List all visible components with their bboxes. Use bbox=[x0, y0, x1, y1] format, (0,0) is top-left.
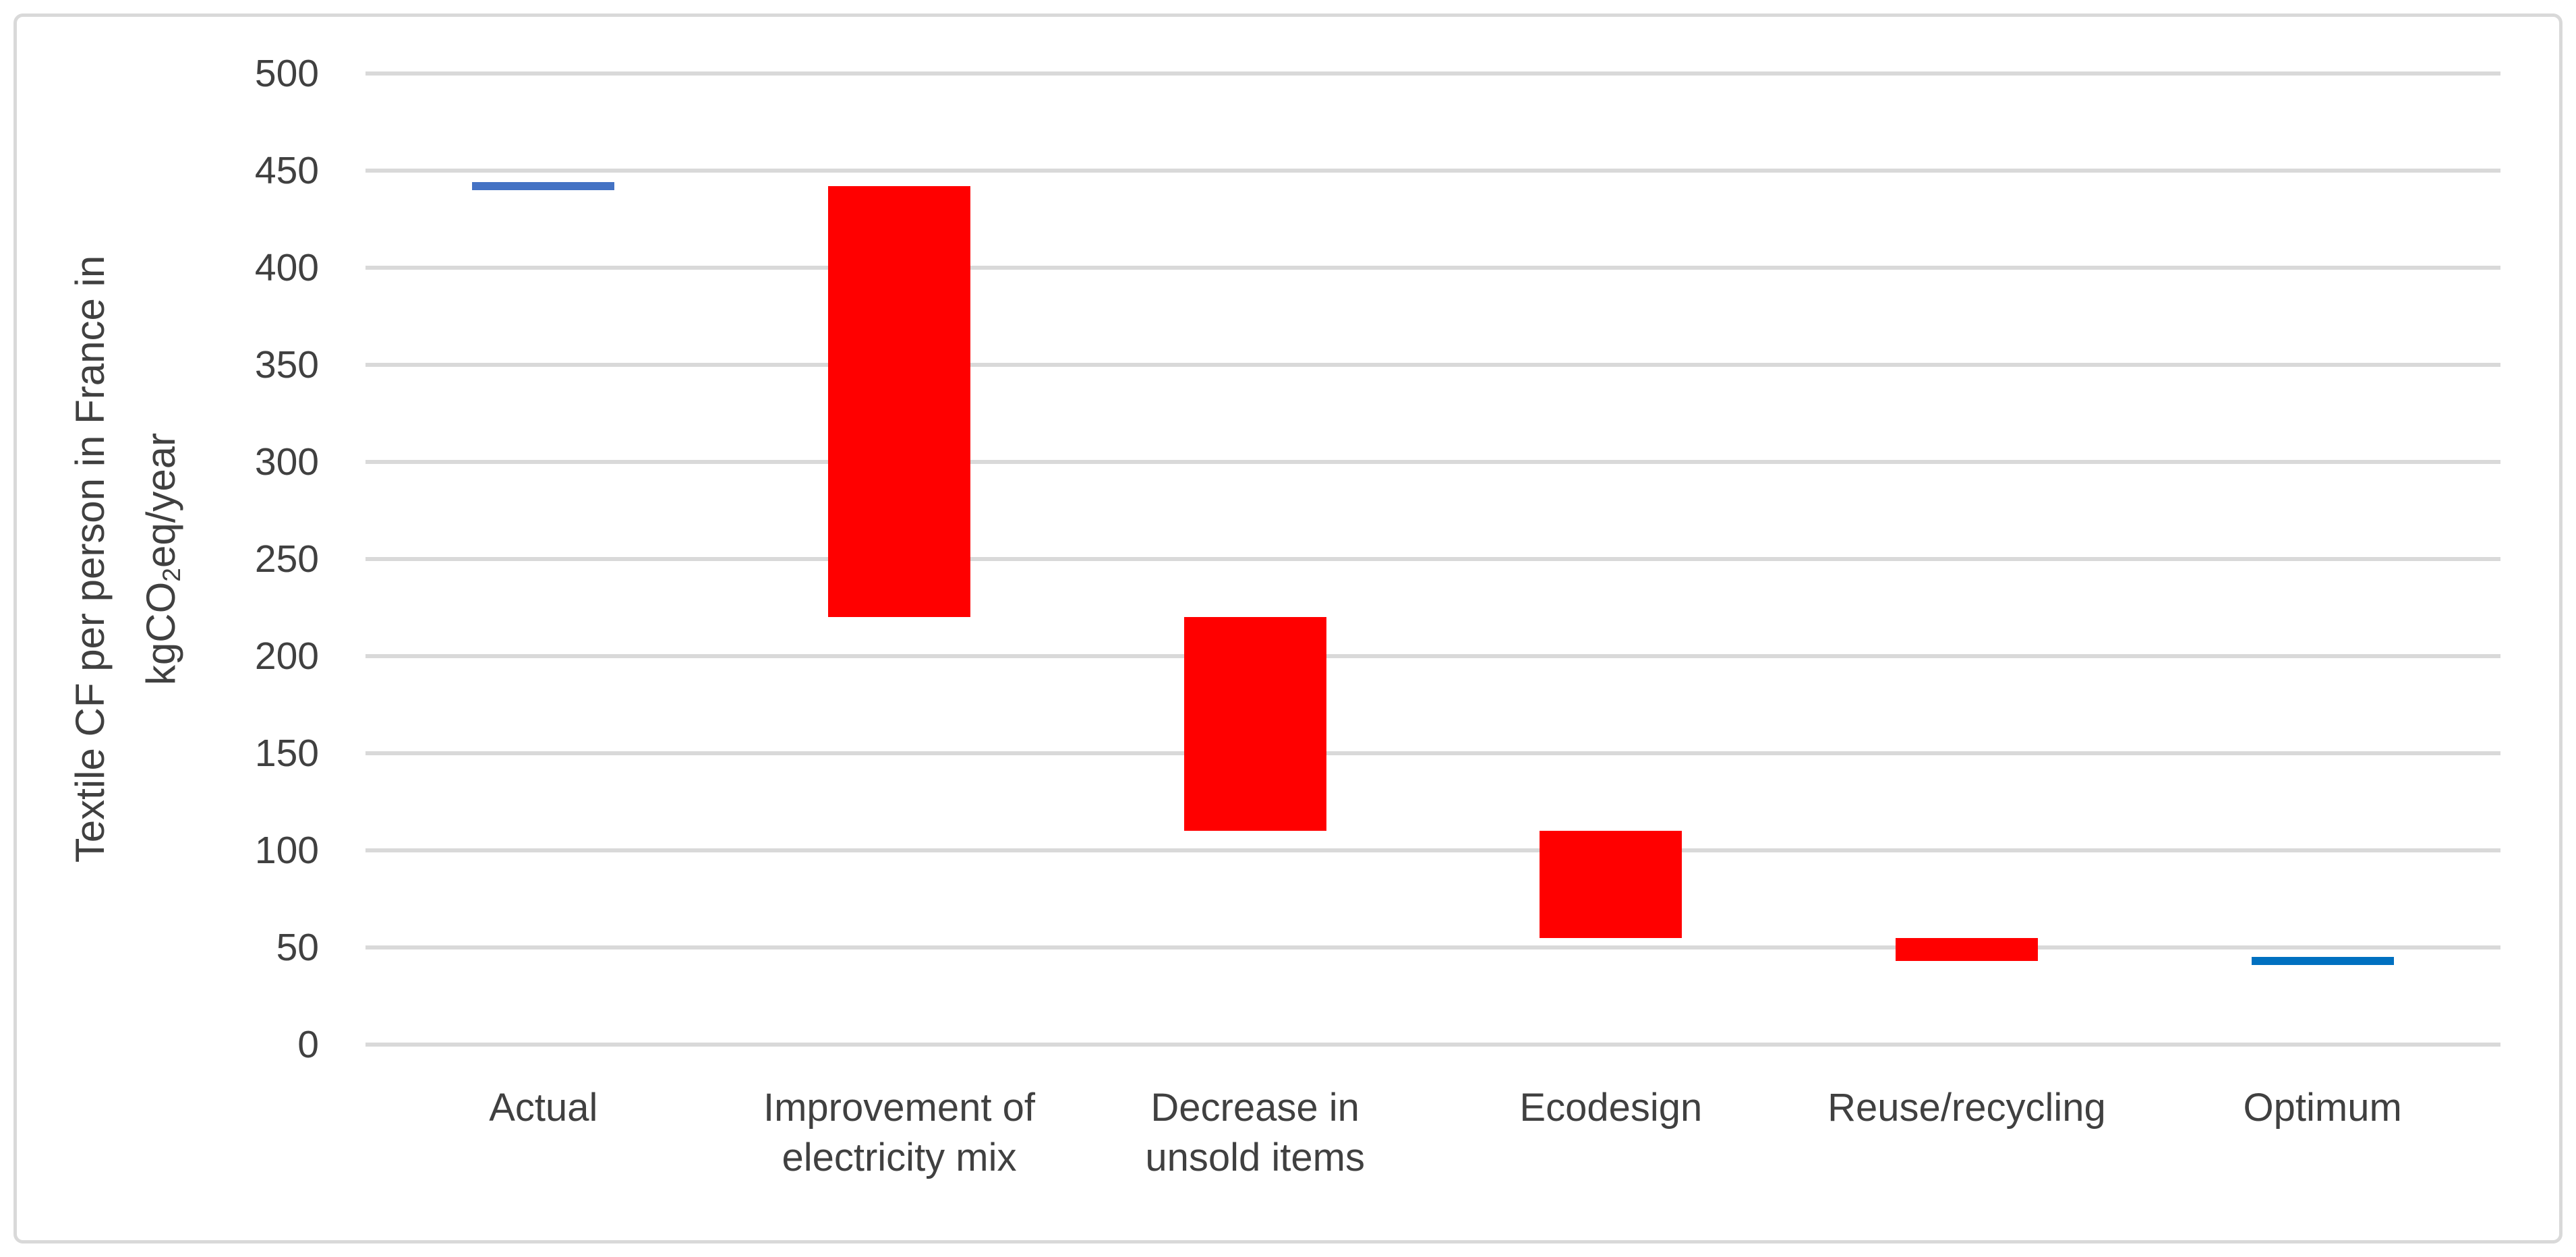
gridline-100 bbox=[365, 848, 2500, 852]
bar-optimum bbox=[2251, 957, 2394, 965]
gridline-250 bbox=[365, 557, 2500, 561]
y-tick-label-250: 250 bbox=[254, 537, 319, 581]
y-tick-label-500: 500 bbox=[254, 52, 319, 95]
gridline-150 bbox=[365, 751, 2500, 755]
bar-decrease-in-unsold-items bbox=[1183, 617, 1326, 831]
y-tick-label-50: 50 bbox=[276, 926, 319, 969]
x-category-label-line: Ecodesign bbox=[1519, 1086, 1703, 1130]
gridline-350 bbox=[365, 363, 2500, 367]
gridline-50 bbox=[365, 945, 2500, 949]
x-category-label-line: Improvement of bbox=[763, 1086, 1035, 1130]
y-tick-label-200: 200 bbox=[254, 635, 319, 678]
y-tick-label-350: 350 bbox=[254, 343, 319, 386]
x-category-label-line: electricity mix bbox=[782, 1136, 1017, 1179]
bar-reuse-recycling bbox=[1896, 937, 2038, 962]
bar-actual bbox=[472, 182, 615, 190]
y-tick-label-150: 150 bbox=[254, 732, 319, 775]
y-tick-label-400: 400 bbox=[254, 246, 319, 289]
bar-ecodesign bbox=[1540, 831, 1682, 938]
x-category-label-line: Actual bbox=[489, 1086, 598, 1130]
x-category-label-improvement-of-electricity-mix: Improvement of electricity mix bbox=[722, 1083, 1078, 1183]
bar-improvement-of-electricity-mix bbox=[828, 186, 970, 618]
gridline-450 bbox=[365, 169, 2500, 173]
y-tick-label-450: 450 bbox=[254, 149, 319, 192]
x-category-label-ecodesign: Ecodesign bbox=[1433, 1083, 1789, 1133]
gridline-0 bbox=[365, 1043, 2500, 1047]
y-tick-label-0: 0 bbox=[297, 1023, 319, 1066]
gridline-200 bbox=[365, 654, 2500, 658]
gridline-400 bbox=[365, 266, 2500, 270]
gridline-300 bbox=[365, 460, 2500, 464]
gridline-500 bbox=[365, 71, 2500, 76]
x-category-label-optimum: Optimum bbox=[2144, 1083, 2500, 1133]
x-category-label-reuse-recycling: Reuse/recycling bbox=[1789, 1083, 2145, 1133]
x-category-label-line: Decrease in bbox=[1150, 1086, 1359, 1130]
y-tick-label-300: 300 bbox=[254, 440, 319, 484]
x-category-label-line: Optimum bbox=[2243, 1086, 2402, 1130]
x-category-label-actual: Actual bbox=[365, 1083, 722, 1133]
x-category-label-line: Reuse/recycling bbox=[1827, 1086, 2106, 1130]
y-tick-label-100: 100 bbox=[254, 829, 319, 872]
x-category-label-line: unsold items bbox=[1145, 1136, 1365, 1179]
x-category-label-decrease-in-unsold-items: Decrease in unsold items bbox=[1077, 1083, 1433, 1183]
